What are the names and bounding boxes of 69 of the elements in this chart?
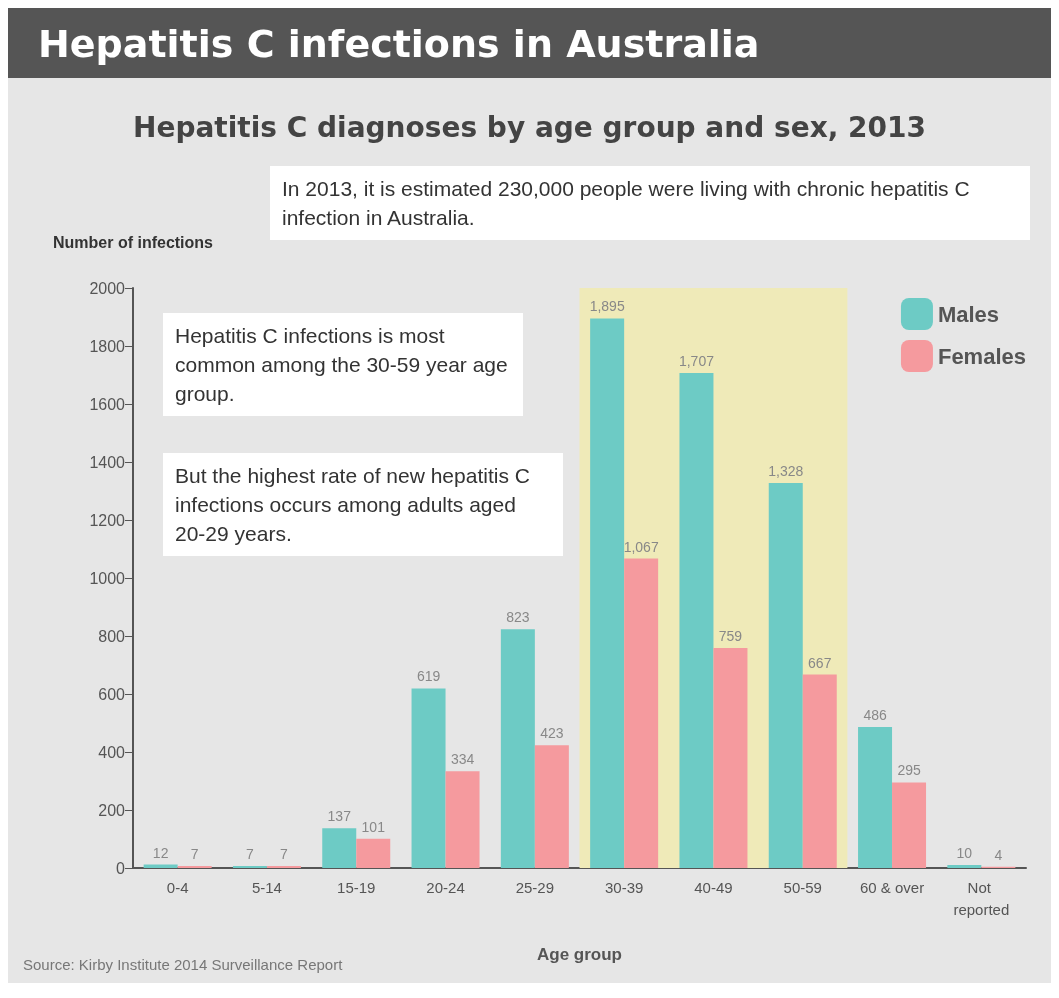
y-axis-title: Number of infections: [52, 233, 214, 251]
callout-box: Hepatitis C infections is most common among the 30-59 year age group.: [163, 313, 523, 416]
y-tick-label: 200: [98, 801, 126, 819]
x-tick-label: 50-59: [783, 878, 822, 896]
legend-label: Females: [937, 343, 1027, 369]
data-label: 486: [863, 707, 887, 724]
bar: [356, 838, 391, 868]
x-tick-label: 20-24: [426, 878, 465, 896]
bar: [858, 727, 893, 868]
data-label: 7: [190, 845, 199, 862]
bar: [624, 558, 659, 868]
y-tick-label: 1200: [89, 511, 126, 529]
data-label: 137: [327, 808, 352, 825]
x-tick-label: Not reported: [953, 878, 1010, 918]
y-tick-label: 600: [98, 685, 126, 703]
x-tick-label: 15-19: [337, 878, 376, 896]
y-tick-label: 1000: [89, 569, 126, 587]
bar: [802, 674, 837, 868]
data-label: 1,707: [678, 352, 715, 369]
bar: [322, 828, 357, 868]
chart-subtitle: Hepatitis C diagnoses by age group and sex, 2013: [132, 110, 927, 144]
callout-box: In 2013, it is estimated 230,000 people were living with chronic hepatitis C infection in Australia.: [270, 166, 1030, 240]
callout-box: But the highest rate of new hepatitis C infections occurs among adults aged 20-29 years.: [163, 453, 563, 556]
chart-title: Hepatitis C infections in Australia: [38, 22, 760, 66]
x-tick-label: 0-4: [166, 878, 189, 896]
bar: [266, 865, 301, 868]
bar: [500, 629, 535, 868]
bar: [177, 865, 212, 868]
bar: [679, 372, 714, 868]
y-tick-label: 1800: [89, 337, 126, 355]
y-tick-label: 2000: [89, 279, 126, 297]
data-label: 423: [540, 725, 564, 742]
source-note: Source: Kirby Institute 2014 Surveillance Report: [23, 956, 343, 974]
y-tick-label: 400: [98, 743, 126, 761]
data-label: 823: [506, 609, 530, 626]
data-label: 295: [897, 762, 921, 779]
data-label: 334: [450, 751, 475, 768]
data-label: 7: [280, 845, 289, 862]
data-label: 1,895: [589, 298, 625, 315]
data-label: 619: [416, 668, 441, 685]
x-tick-label: 60 & over: [859, 878, 925, 896]
data-label: 667: [808, 654, 832, 671]
data-label: 101: [361, 818, 386, 835]
y-tick-label: 0: [116, 859, 126, 877]
data-label: 1,328: [768, 462, 804, 479]
bar: [590, 318, 625, 868]
x-tick-label: 30-39: [604, 878, 644, 896]
data-label: 759: [718, 627, 743, 644]
data-label: 4: [994, 846, 1003, 863]
bar: [768, 482, 803, 868]
data-label: 1,067: [623, 538, 659, 555]
data-label: 10: [956, 845, 973, 862]
data-label: 12: [152, 844, 169, 861]
bar: [232, 865, 267, 868]
y-tick-label: 1400: [89, 453, 126, 471]
bar: [892, 782, 927, 868]
bar: [445, 771, 480, 868]
x-tick-label: 40-49: [694, 878, 733, 896]
data-label: 7: [246, 845, 255, 862]
x-tick-label: 5-14: [251, 878, 282, 896]
bar: [534, 745, 569, 868]
bar: [713, 647, 748, 868]
y-tick-label: 1600: [89, 395, 126, 413]
legend-label: Males: [937, 301, 1000, 327]
x-tick-label: 25-29: [515, 878, 555, 896]
bar: [411, 688, 446, 868]
bar: [947, 865, 982, 868]
x-axis-title: Age group: [537, 945, 622, 964]
y-tick-label: 800: [98, 627, 126, 645]
